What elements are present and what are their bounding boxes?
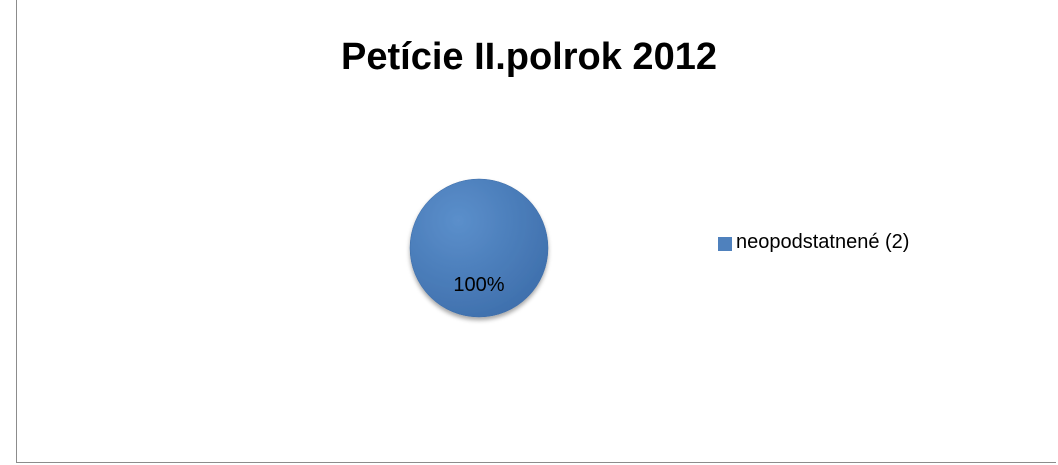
legend-label: neopodstatnené (2) xyxy=(736,231,910,253)
chart-legend: neopodstatnené (2) xyxy=(718,231,909,254)
chart-title: Petície II.polrok 2012 xyxy=(341,36,717,78)
legend-swatch xyxy=(718,236,732,251)
pie-slice xyxy=(409,178,549,318)
pie-data-label: 100% xyxy=(453,274,504,296)
